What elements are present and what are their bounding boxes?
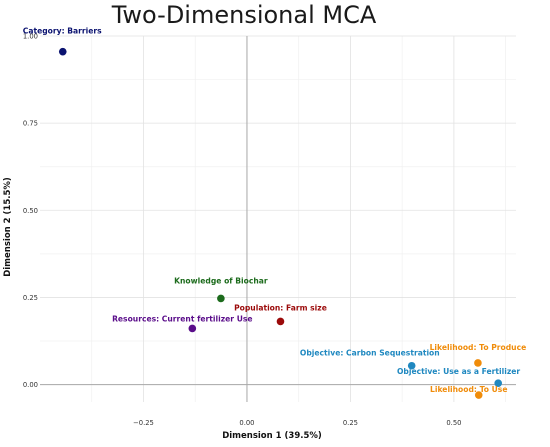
data-point xyxy=(58,47,67,56)
y-tick-label: 0.25 xyxy=(23,294,38,302)
point-label: Objective: Carbon Sequestration xyxy=(300,349,440,358)
y-tick-label: 1.00 xyxy=(23,33,38,41)
data-point xyxy=(474,391,483,399)
x-tick-label: 0.00 xyxy=(239,419,254,427)
point-label: Objective: Use as a Fertilizer xyxy=(397,367,520,376)
data-point xyxy=(474,359,482,367)
point-label: Likelihood: To Produce xyxy=(430,343,527,352)
data-point xyxy=(494,379,503,387)
y-tick-labels: 0.00 0.25 0.50 0.75 1.00 xyxy=(23,33,38,390)
chart-title: Two-Dimensional MCA xyxy=(111,1,377,29)
point-label: Population: Farm size xyxy=(234,303,327,312)
data-point xyxy=(188,324,197,333)
point-label: Knowledge of Biochar xyxy=(174,276,268,285)
data-point xyxy=(276,317,285,326)
x-tick-label: 0.50 xyxy=(446,419,461,427)
y-axis-title: Dimension 2 (15.5%) xyxy=(3,177,13,277)
y-tick-label: 0.50 xyxy=(23,207,38,215)
point-label: Resources: Current fertilizer Use xyxy=(112,314,252,323)
x-tick-label: 0.25 xyxy=(343,419,358,427)
x-axis-title: Dimension 1 (39.5%) xyxy=(222,431,322,441)
data-points xyxy=(58,47,503,399)
x-tick-labels: −0.25 0.00 0.25 0.50 xyxy=(133,419,461,427)
data-point xyxy=(407,361,416,370)
zero-lines xyxy=(40,36,516,402)
data-point xyxy=(217,294,225,303)
point-label: Category: Barriers xyxy=(23,27,102,36)
y-tick-label: 0.00 xyxy=(23,381,38,389)
y-tick-label: 0.75 xyxy=(23,120,38,128)
point-labels: Category: Barriers Knowledge of Biochar Po… xyxy=(23,27,526,394)
x-tick-label: −0.25 xyxy=(133,419,154,427)
point-label: Likelihood: To Use xyxy=(430,385,507,394)
